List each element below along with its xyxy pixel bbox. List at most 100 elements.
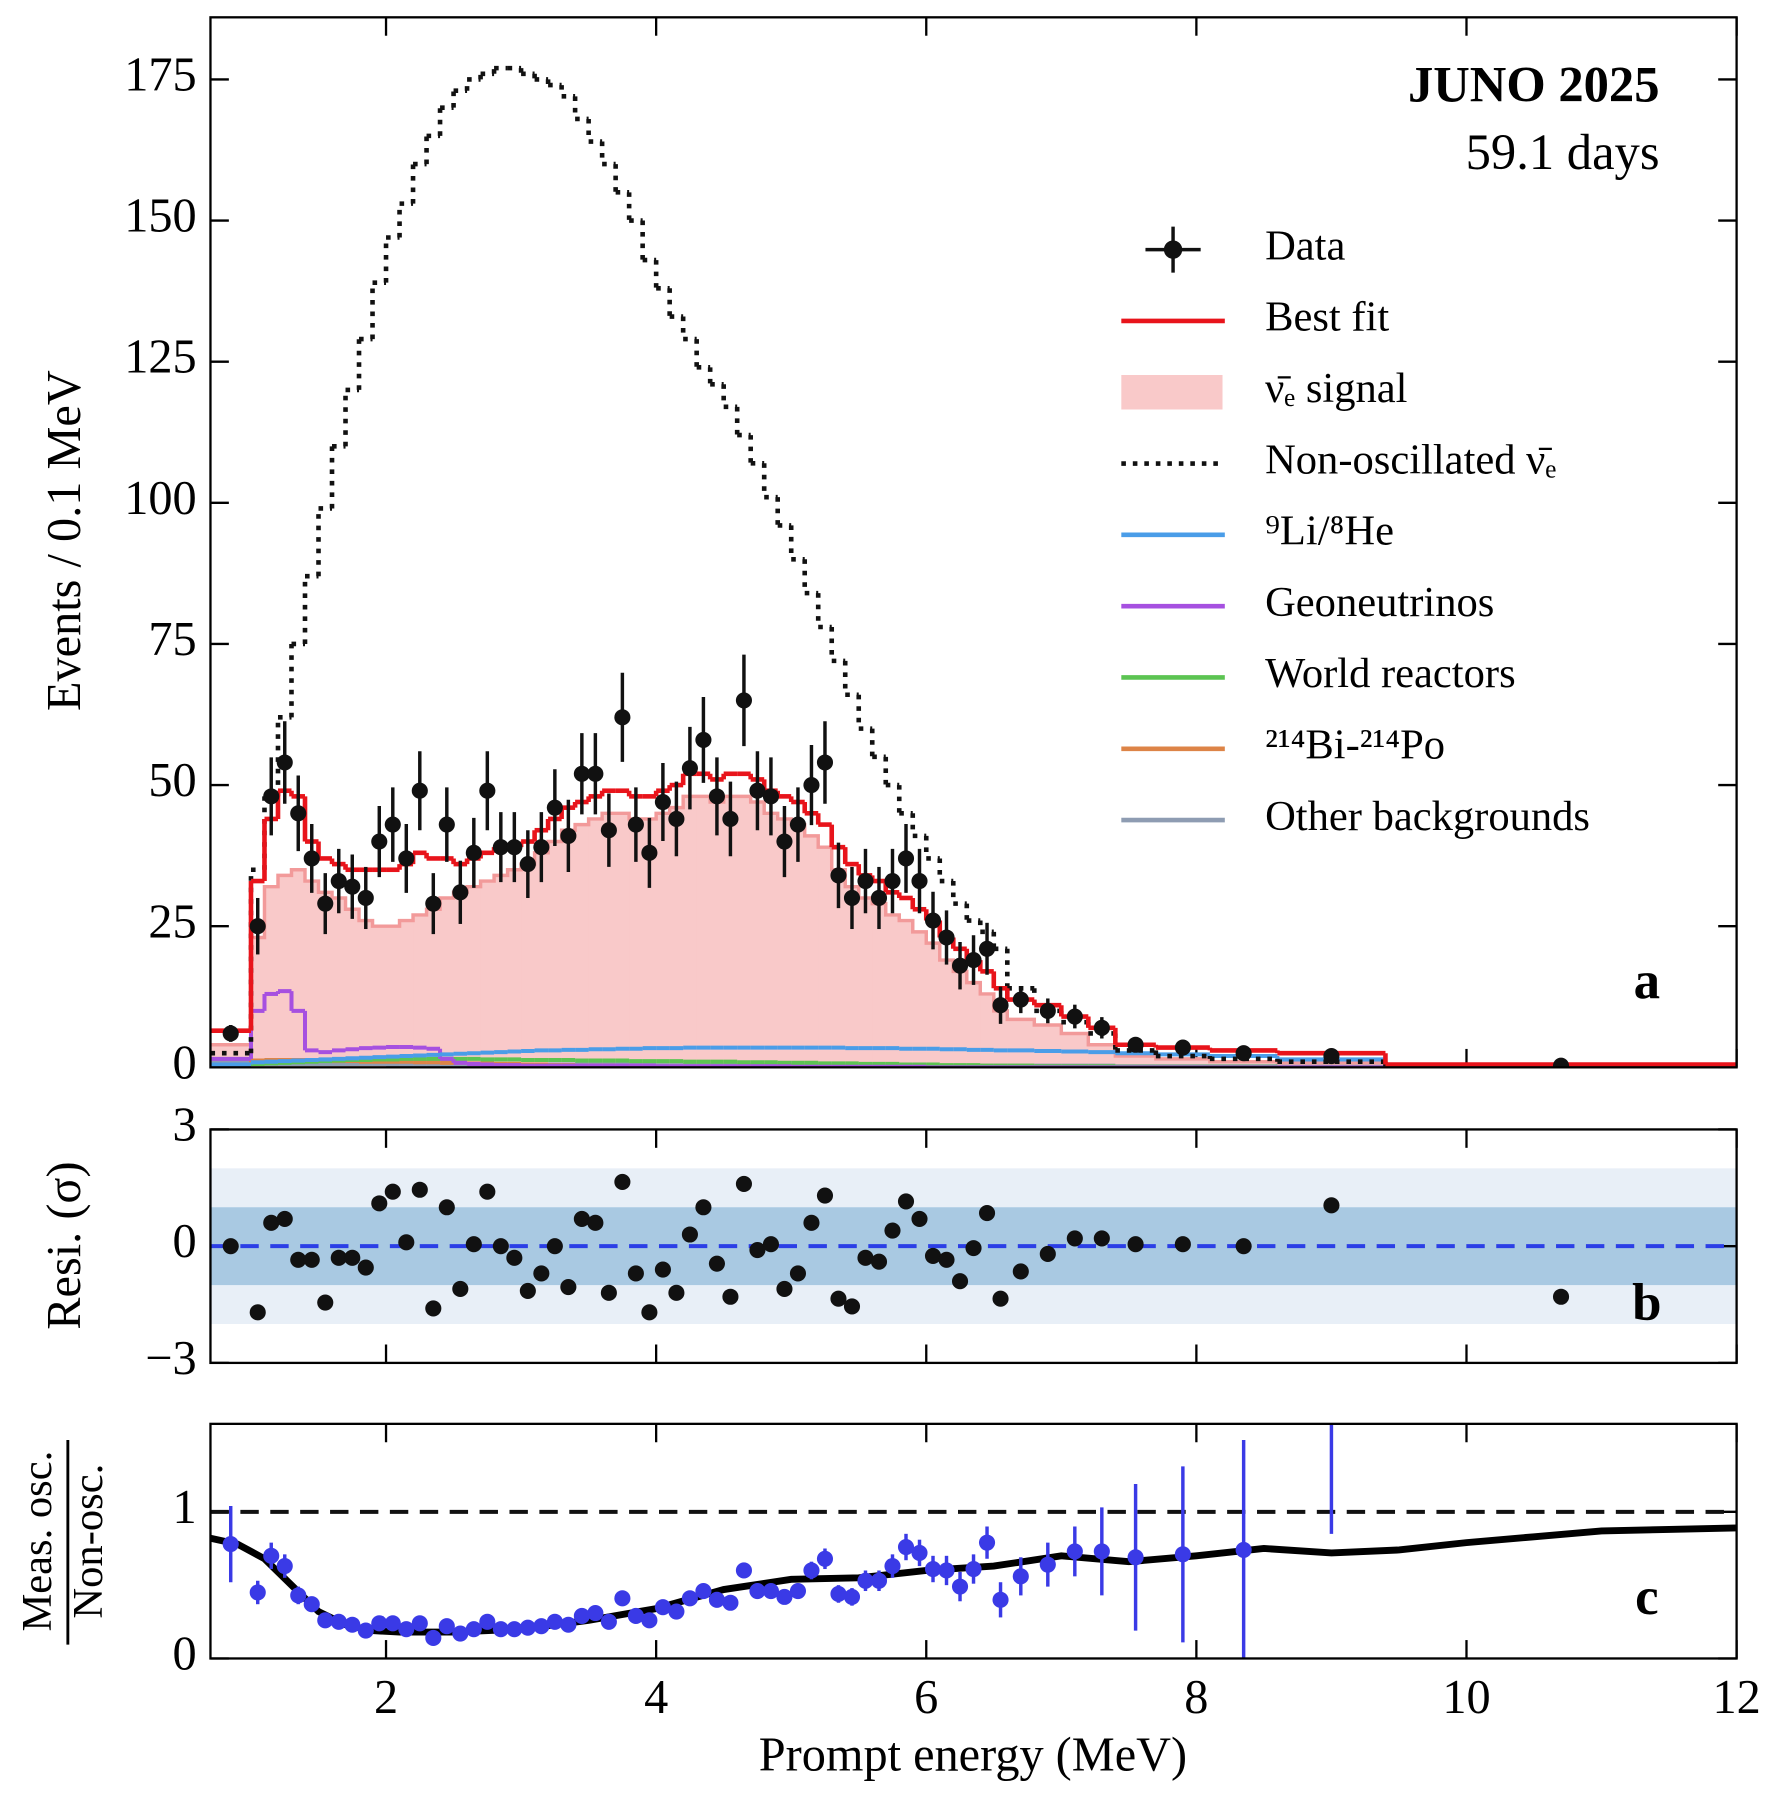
legend-symbol	[1121, 374, 1223, 410]
y-tick-label: 1	[173, 1481, 197, 1534]
signal-bin	[372, 926, 387, 1068]
signal-bin	[777, 818, 792, 1068]
x-axis-label: Prompt energy (MeV)	[759, 1729, 1187, 1782]
legend-label: Geoneutrinos	[1265, 579, 1494, 626]
residual-point	[452, 1280, 469, 1298]
data-point	[668, 810, 685, 827]
data-point	[1066, 1008, 1083, 1025]
signal-bin	[494, 875, 509, 1068]
signal-bin	[845, 886, 860, 1068]
data-point	[897, 850, 915, 867]
ratio-point	[506, 1621, 523, 1638]
ratio-point	[803, 1562, 820, 1579]
signal-bin	[575, 824, 590, 1068]
signal-bin	[345, 909, 360, 1068]
residual-point	[1093, 1230, 1110, 1247]
data-point	[492, 839, 509, 856]
signal-bin	[1115, 1056, 1157, 1068]
ratio-point	[668, 1603, 685, 1620]
signal-bin	[723, 796, 738, 1068]
signal-bin	[966, 982, 981, 1068]
residual-point	[600, 1284, 617, 1301]
data-point	[1323, 1047, 1340, 1065]
signal-bin	[831, 869, 846, 1068]
data-point	[641, 844, 658, 861]
residual-point	[830, 1290, 847, 1307]
residual-point	[546, 1238, 563, 1255]
residual-point	[897, 1193, 915, 1210]
ratio-point	[600, 1613, 617, 1630]
y-axis-label: Resi. (σ)	[38, 1161, 91, 1329]
signal-bin	[534, 852, 549, 1068]
ratio-point	[735, 1562, 752, 1579]
residual-point	[1066, 1230, 1083, 1247]
signal-bin	[885, 914, 900, 1068]
residual-point	[1012, 1263, 1029, 1280]
ratio-point	[546, 1613, 563, 1630]
data-point	[843, 889, 861, 907]
residual-point	[735, 1175, 752, 1192]
legend-label: Best fit	[1265, 294, 1389, 341]
residual-point	[722, 1288, 739, 1305]
data-point	[1174, 1039, 1191, 1056]
data-point	[803, 777, 820, 794]
data-point	[249, 918, 266, 935]
signal-bin	[912, 931, 927, 1068]
data-point	[1552, 1057, 1570, 1068]
ratio-point	[1174, 1546, 1191, 1563]
ratio-point	[884, 1558, 901, 1575]
ratio-point	[924, 1560, 942, 1578]
residual-point	[1039, 1245, 1056, 1263]
y-axis-label-top: Meas. osc.	[14, 1451, 61, 1632]
data-point	[425, 895, 442, 912]
ratio-point	[465, 1621, 482, 1638]
ratio-point	[1012, 1568, 1029, 1585]
plot-frame	[209, 1422, 1738, 1660]
residual-point	[330, 1249, 347, 1266]
ratio-point	[222, 1536, 239, 1553]
signal-bin	[629, 818, 644, 1068]
data-point	[465, 844, 482, 861]
residual-point	[992, 1290, 1009, 1307]
y-axis-label-bottom: Non-osc.	[65, 1464, 112, 1619]
ratio-point	[263, 1547, 280, 1564]
signal-bin	[507, 869, 522, 1068]
ratio-point	[425, 1629, 442, 1646]
data-point	[479, 782, 496, 799]
ratio-point	[317, 1612, 334, 1629]
residual-point	[1552, 1288, 1570, 1305]
y-tick-label: 125	[124, 331, 196, 384]
residual-point	[479, 1183, 496, 1200]
signal-bin	[926, 943, 941, 1068]
title: JUNO 2025	[1408, 56, 1660, 112]
ratio-point	[681, 1590, 698, 1607]
residual-point	[371, 1195, 388, 1212]
signal-bin	[359, 920, 374, 1068]
data-point	[222, 1025, 239, 1042]
ratio-point	[533, 1618, 550, 1635]
data-point	[398, 850, 415, 867]
data-point	[533, 839, 550, 856]
signal-bin	[602, 813, 617, 1068]
ratio-point	[830, 1585, 847, 1602]
residual-point	[492, 1238, 509, 1255]
signal-bin	[305, 881, 320, 1068]
data-point	[789, 816, 807, 833]
y-axis-label: Events / 0.1 MeV	[38, 370, 91, 711]
residual-point	[803, 1214, 820, 1231]
ratio-point	[249, 1584, 266, 1601]
signal-bin	[669, 807, 684, 1068]
residual-point	[924, 1247, 942, 1264]
data-point	[762, 788, 779, 805]
panel-b	[210, 1173, 1737, 1321]
signal-bin	[332, 897, 347, 1068]
y-tick-label: 0	[173, 1628, 197, 1681]
signal-bin	[1034, 1024, 1062, 1068]
legend-label: World reactors	[1265, 650, 1516, 697]
signal-bin	[588, 818, 603, 1068]
data-point	[627, 816, 644, 833]
residual-point	[1323, 1197, 1340, 1214]
y-tick-label: 100	[124, 472, 196, 525]
residual-point	[816, 1187, 834, 1204]
signal-bin	[1155, 1058, 1211, 1068]
